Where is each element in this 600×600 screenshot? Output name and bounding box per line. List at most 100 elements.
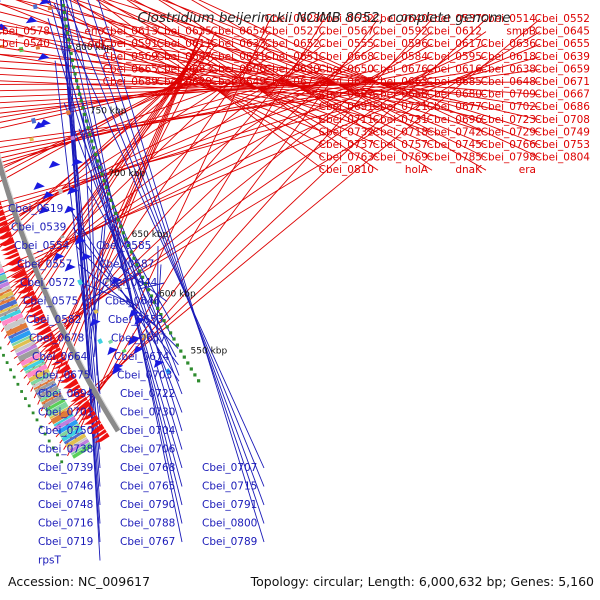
gc-dot [165, 325, 169, 329]
reverse-cds-arrow [89, 318, 101, 327]
forward-gene-label: Cbei_0606 [211, 63, 267, 75]
outer-gc-dot [20, 390, 23, 393]
forward-gene-label: Cbei_0810 [319, 164, 374, 176]
small-feature [117, 287, 123, 291]
forward-gene-label: Cbei_0645 [535, 26, 590, 38]
cog-color-mark [63, 430, 84, 445]
reverse-gene-label: Cbei_0715 [202, 481, 257, 493]
forward-leader-line [0, 68, 217, 170]
gc-dot [156, 306, 160, 310]
forward-cds-arrow [8, 262, 25, 272]
forward-gene-label: Cbei_0680 [427, 89, 482, 101]
gc-dot [61, 4, 65, 8]
forward-gene-label: Cbei_0798 [481, 152, 536, 164]
cog-color-mark [57, 419, 79, 435]
gc-dot [98, 166, 102, 170]
reverse-cds-arrow [39, 119, 51, 127]
outer-gc-dot [9, 368, 12, 372]
gc-dot [73, 72, 77, 76]
feature-tracks [0, 0, 201, 464]
forward-gene-label: Cbei_0631 [211, 51, 266, 63]
forward-gene-label: Cbei_0514 [481, 13, 537, 25]
forward-cds-arrow [21, 294, 38, 305]
cog-color-mark [11, 334, 33, 347]
forward-gene-label: Cbei_0540 [0, 38, 50, 50]
forward-gene-label: Cbei_0721 [373, 101, 428, 113]
forward-gene-label: Cbei_0617 [427, 38, 482, 50]
reverse-cds-arrow [64, 263, 76, 272]
reverse-cds-arrow [0, 0, 2, 2]
forward-gene-label: Cbei_0757 [373, 139, 428, 151]
reverse-gene-label: Cbei_0719 [38, 536, 93, 548]
forward-gene-label: Cbei_0555 [319, 38, 374, 50]
cog-color-mark [0, 274, 8, 282]
reverse-gene-label: rpsT [38, 555, 61, 567]
forward-leader-line [0, 56, 217, 233]
reverse-gene-label: Cbei_0554 [14, 240, 70, 252]
backbone-ring [0, 156, 121, 433]
reverse-leader-line [87, 249, 122, 321]
forward-gene-label: Cbei_0595 [427, 51, 482, 63]
forward-leader-line [0, 19, 379, 121]
gc-dot [76, 85, 80, 89]
gc-dot [149, 294, 154, 298]
forward-gene-label: Cbei_0567 [319, 26, 374, 38]
gc-dot [84, 119, 88, 123]
reverse-cds-arrow [48, 160, 61, 169]
gc-dot [116, 218, 120, 222]
forward-gene-label: Cbei_0638 [481, 63, 536, 75]
gc-dot [67, 38, 71, 42]
forward-gene-label: Cbei_0578 [0, 26, 50, 38]
cog-color-mark [28, 368, 50, 383]
outer-gc-dot [51, 446, 55, 450]
kbp-tick-labels: 550 kbp 600 kbp 650 kbp 700 kbp 750 kbp 800 k… [75, 43, 228, 357]
forward-leader-line [0, 81, 325, 109]
forward-cds-arrow [0, 243, 17, 251]
cog-color-mark [30, 372, 52, 386]
cog-color-mark [17, 347, 40, 362]
reverse-leader-line [82, 112, 101, 413]
small-feature [59, 235, 65, 239]
forward-gene-label: Cbei_0708 [535, 114, 590, 126]
forward-cds-arrow [0, 205, 3, 210]
reverse-gene-label: Cbei_0575 [23, 296, 78, 308]
cog-color-mark [33, 378, 54, 391]
forward-leader-line [158, 0, 433, 171]
small-feature [105, 278, 111, 283]
gc-dot [197, 379, 201, 383]
forward-gene-label: Cbei_0652 [265, 38, 320, 50]
forward-gene-label: smpB [506, 26, 536, 38]
gc-dot [182, 355, 186, 359]
reverse-leader-line [81, 282, 138, 307]
gc-dot [175, 343, 179, 347]
forward-gene-label: Cbei_0552 [535, 13, 590, 25]
reverse-leader-line [74, 144, 101, 395]
reverse-gene-label: Cbei_0716 [38, 518, 94, 530]
reverse-gene-label: Cbei_0789 [202, 536, 257, 548]
small-feature [35, 45, 41, 50]
forward-gene-label: Cbei_0753 [535, 139, 590, 151]
forward-cds-arrow [92, 428, 107, 439]
cog-color-mark [0, 285, 11, 294]
cog-color-mark [41, 392, 62, 405]
gc-dot [90, 139, 94, 143]
forward-gene-label: Cbei_0611 [157, 38, 212, 50]
forward-leader-line [107, 0, 541, 133]
reverse-leader-line [65, 0, 265, 487]
reverse-gene-label: Cbei_0539 [11, 222, 66, 234]
reverse-cds-arrow [80, 253, 92, 262]
forward-cds-arrow [33, 321, 49, 330]
forward-leader-line [161, 0, 541, 146]
outer-gc-dot [16, 382, 20, 386]
forward-gene-label: Cbei_0671 [535, 76, 590, 88]
forward-leader-line [15, 0, 379, 133]
reverse-leader-line [93, 194, 109, 358]
small-feature [57, 188, 63, 194]
reverse-gene-label: Cbei_0748 [38, 499, 93, 511]
reverse-gene-label: Cbei_0768 [120, 462, 175, 474]
gc-dot [186, 361, 190, 365]
small-feature [31, 117, 37, 124]
forward-cds-arrow [44, 342, 60, 352]
kbp-tick-label: 550 kbp [191, 347, 228, 357]
outer-gc-dot [5, 361, 9, 364]
